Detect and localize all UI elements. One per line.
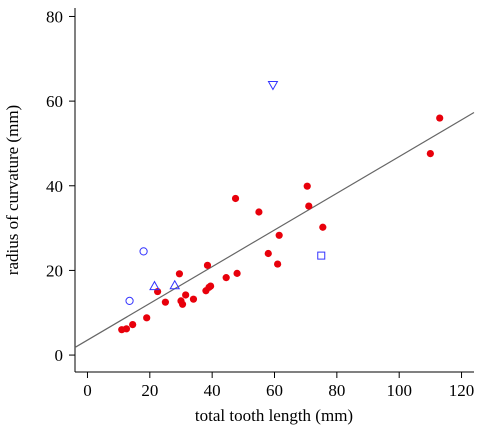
data-point-square (317, 251, 326, 260)
data-point-observed (233, 269, 241, 277)
data-point-triangle-down (267, 81, 279, 91)
x-axis-title: total tooth length (mm) (195, 406, 353, 425)
data-point-observed (231, 194, 240, 203)
x-tick-label: 0 (83, 381, 92, 400)
data-point-observed (426, 150, 434, 158)
x-axis-ticks: 0 20 40 60 80 100 120 (83, 372, 474, 400)
data-point-observed (154, 287, 162, 296)
y-tick-label: 60 (46, 92, 63, 111)
data-point-observed (274, 260, 282, 268)
data-point-observed (178, 300, 187, 308)
data-point-observed (255, 208, 263, 216)
plot-axes (74, 8, 474, 373)
x-tick-label: 20 (141, 381, 158, 400)
data-point-observed (143, 314, 151, 322)
y-axis-ticks: 0 20 40 60 80 (46, 7, 75, 365)
data-point-triangle-up (149, 280, 160, 291)
data-point-observed (175, 270, 184, 278)
x-tick-label: 100 (386, 381, 412, 400)
x-tick-label: 40 (204, 381, 221, 400)
x-tick-label: 120 (449, 381, 475, 400)
data-point-observed (436, 114, 444, 122)
data-points (118, 81, 444, 334)
x-tick-label: 60 (266, 381, 283, 400)
data-point-observed (203, 261, 212, 269)
data-point-observed (182, 291, 190, 299)
data-point-observed (129, 320, 137, 329)
data-point-open-circle (125, 296, 134, 305)
data-point-open-circle (139, 247, 148, 256)
data-point-observed (305, 202, 313, 210)
data-point-observed (122, 325, 131, 333)
y-axis-title: radius of curvature (mm) (3, 105, 22, 275)
y-tick-label: 80 (46, 7, 63, 26)
data-point-observed (275, 231, 283, 239)
data-point-observed (303, 182, 311, 190)
data-point-observed (189, 295, 198, 303)
y-tick-label: 0 (55, 346, 64, 365)
data-point-triangle-up (169, 279, 181, 290)
data-point-observed (264, 249, 272, 258)
data-point-observed (161, 298, 169, 306)
x-tick-label: 80 (328, 381, 345, 400)
y-tick-label: 40 (46, 177, 63, 196)
data-point-observed (206, 282, 215, 290)
regression-line (74, 112, 475, 348)
y-tick-label: 20 (46, 261, 63, 280)
data-point-observed (222, 274, 230, 282)
data-point-observed (319, 223, 327, 231)
